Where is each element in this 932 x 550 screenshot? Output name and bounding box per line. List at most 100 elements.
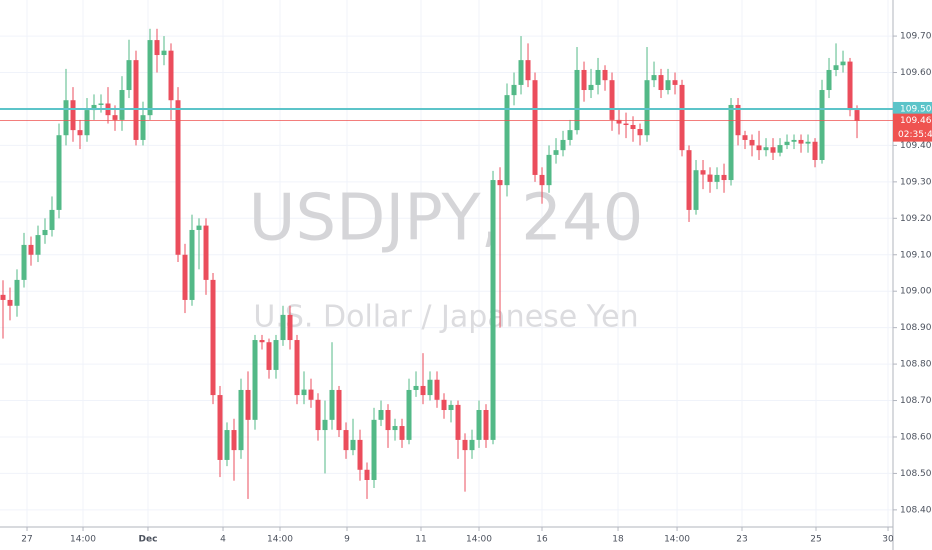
candle-body <box>721 174 727 181</box>
candle-body <box>588 84 594 91</box>
candle-body <box>413 385 419 390</box>
candle-body <box>168 50 174 101</box>
candle-body <box>840 61 846 66</box>
candle-body <box>553 150 559 155</box>
candle-body <box>826 69 832 91</box>
last-price-box <box>893 113 932 142</box>
candle-body <box>112 115 118 120</box>
candle-body <box>231 430 237 451</box>
candle-body <box>280 314 286 341</box>
candle-body <box>539 174 545 186</box>
candle-body <box>147 40 153 116</box>
y-tick-label: 109.000 <box>900 287 932 297</box>
y-tick-label: 109.700 <box>900 32 932 42</box>
y-tick-label: 109.600 <box>900 68 932 78</box>
x-tick-label: 14:00 <box>70 535 96 545</box>
y-tick-label: 108.500 <box>900 469 932 479</box>
candle-body <box>287 314 293 341</box>
candle-body <box>847 61 853 111</box>
candle-body <box>567 130 573 140</box>
candle-body <box>630 125 636 130</box>
candle-body <box>189 229 195 300</box>
x-tick-label: 14:00 <box>466 535 492 545</box>
hline-label-box <box>893 101 932 116</box>
candle-body <box>476 410 482 440</box>
candle-body <box>42 229 48 236</box>
candle-body <box>91 104 97 111</box>
candle-body <box>322 419 328 431</box>
candle-body <box>224 430 230 460</box>
candle-body <box>665 80 671 91</box>
candle-body <box>210 279 216 396</box>
candle-body <box>329 389 335 420</box>
candle-body <box>98 103 104 105</box>
candle-body <box>469 439 475 451</box>
candle-body <box>497 180 503 186</box>
candle-body <box>546 154 552 186</box>
y-tick-label: 109.200 <box>900 214 932 224</box>
candle-body <box>609 80 615 120</box>
candle-body <box>742 135 748 140</box>
y-tick-label: 108.400 <box>900 505 932 515</box>
candle-body <box>616 119 622 124</box>
candle-body <box>420 385 426 396</box>
candle-body <box>504 95 510 186</box>
candle-body <box>63 100 69 136</box>
candle-body <box>441 399 447 411</box>
candle-body <box>252 340 258 420</box>
candle-body <box>196 225 202 230</box>
watermark-title: USDJPY, 240 <box>249 182 644 256</box>
y-tick-label: 108.700 <box>900 396 932 406</box>
candle-body <box>784 141 790 146</box>
candle-body <box>336 389 342 431</box>
candle-body <box>133 60 139 140</box>
y-tick-label: 108.900 <box>900 323 932 333</box>
x-tick-label: 27 <box>21 535 32 545</box>
candle-body <box>378 410 384 420</box>
candle-body <box>273 340 279 370</box>
candle-body <box>371 419 377 480</box>
y-tick-label: 108.800 <box>900 360 932 370</box>
candle-body <box>140 115 146 140</box>
candle-body <box>756 145 762 151</box>
candle-body <box>707 174 713 182</box>
last-price-label: 109.468 <box>900 116 932 126</box>
candle-body <box>315 399 321 431</box>
candle-body <box>658 75 664 91</box>
candle-body <box>448 404 454 411</box>
y-tick-label: 109.400 <box>900 141 932 151</box>
candle-body <box>217 395 223 460</box>
candle-body <box>595 69 601 85</box>
candle-body <box>518 60 524 85</box>
candle-body <box>581 69 587 91</box>
candle-body <box>14 279 20 306</box>
candle-body <box>427 379 433 396</box>
candle-body <box>672 80 678 85</box>
candle-body <box>56 135 62 210</box>
candle-body <box>763 147 769 151</box>
candle-body <box>623 123 629 126</box>
candle-body <box>791 139 797 142</box>
x-tick-label: 14:00 <box>267 535 293 545</box>
candle-body <box>392 426 398 431</box>
candle-body <box>385 410 391 431</box>
candle-body <box>735 104 741 136</box>
candle-body <box>637 129 643 136</box>
candle-body <box>154 40 160 56</box>
candle-body <box>308 389 314 400</box>
candle-body <box>462 439 468 451</box>
candle-body <box>49 209 55 230</box>
candle-body <box>364 469 370 480</box>
hline-label: 109.500 <box>900 104 932 114</box>
candle-body <box>399 426 405 440</box>
watermark-subtitle: U.S. Dollar / Japanese Yen <box>253 300 638 335</box>
countdown: 02:35:49 <box>898 130 932 140</box>
candle-body <box>560 139 566 151</box>
candle-body <box>28 244 34 255</box>
candle-body <box>119 90 125 120</box>
candle-body <box>84 110 90 136</box>
y-tick-label: 109.300 <box>900 177 932 187</box>
candle-body <box>455 404 461 440</box>
candle-body <box>700 170 706 175</box>
